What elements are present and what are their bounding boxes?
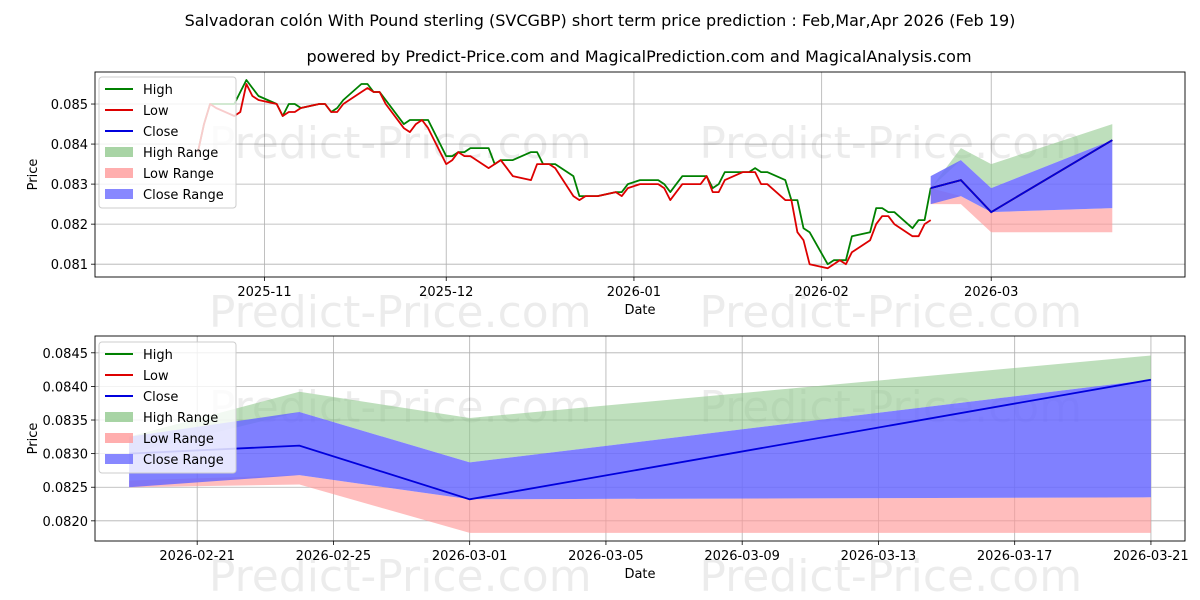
x-tick-label: 2026-03-01 <box>432 549 508 564</box>
y-axis-label: Price <box>26 423 41 455</box>
legend-close-range-label: Close Range <box>143 188 224 203</box>
plot-frame <box>94 335 1186 542</box>
legend-high-range-label: High Range <box>143 146 218 161</box>
y-tick-label: 0.0835 <box>43 414 89 429</box>
y-axis-label: Price <box>26 159 41 191</box>
watermark-text: Predict-Price.com <box>699 287 1082 338</box>
legend-close-range-swatch <box>105 454 133 464</box>
x-tick-label: 2026-02-25 <box>296 549 372 564</box>
legend-box <box>98 341 237 474</box>
x-tick-label: 2025-12 <box>419 285 473 300</box>
legend-close-label: Close <box>143 390 178 405</box>
legend-close-range-label: Close Range <box>143 453 224 468</box>
x-axis-label: Date <box>624 567 655 582</box>
y-tick-label: 0.0820 <box>43 515 89 530</box>
legend-high-range-swatch <box>105 412 133 422</box>
bottom-chart: 2026-02-21 2026-02-25 2026-03-01 2026-03-05… <box>26 335 1189 600</box>
close-range-band <box>930 140 1113 213</box>
x-tick-label: 2026-03-17 <box>977 549 1053 564</box>
x-tick-label: 2026-01 <box>607 285 661 300</box>
legend-high-range-label: High Range <box>143 411 218 426</box>
legend-low-range-swatch <box>105 433 133 443</box>
low-range-band <box>930 188 1113 233</box>
chart-title: Salvadoran colón With Pound sterling (SV… <box>185 11 1016 30</box>
y-tick-label: 0.081 <box>51 258 88 273</box>
high-range-band <box>930 124 1113 189</box>
x-tick-label: 2026-03-21 <box>1113 549 1189 564</box>
legend-high-label: High <box>143 348 173 363</box>
watermark-text: Predict-Price.com <box>209 118 592 169</box>
high-range-band <box>129 355 1151 463</box>
plot-frame <box>94 71 1186 278</box>
low-line <box>197 83 932 270</box>
y-tick-label: 0.083 <box>51 178 88 193</box>
x-tick-label: 2026-03-05 <box>568 549 644 564</box>
y-tick-label: 0.084 <box>51 138 88 153</box>
legend-low-range-swatch <box>105 168 133 178</box>
y-tick-label: 0.0845 <box>43 347 89 362</box>
legend-close-label: Close <box>143 125 178 140</box>
y-tick-label: 0.0840 <box>43 380 89 395</box>
top-chart: 2025-11 2025-12 2026-01 2026-02 2026-03 0.081… <box>26 71 1186 338</box>
legend-low-range-label: Low Range <box>143 432 214 447</box>
legend-low-label: Low <box>143 104 169 119</box>
legend-box <box>98 76 237 209</box>
y-tick-label: 0.082 <box>51 218 88 233</box>
x-axis-label: Date <box>624 303 655 318</box>
y-tick-label: 0.085 <box>51 98 88 113</box>
watermark-text: Predict-Price.com <box>699 551 1082 600</box>
watermark-text: Predict-Price.com <box>209 287 592 338</box>
legend-low-label: Low <box>143 369 169 384</box>
y-tick-label: 0.0830 <box>43 448 89 463</box>
legend-high-label: High <box>143 83 173 98</box>
legend-close-range-swatch <box>105 189 133 199</box>
forecast-close-line <box>930 139 1113 214</box>
x-tick-label: 2026-03 <box>964 285 1018 300</box>
chart-subtitle: powered by Predict-Price.com and Magical… <box>306 47 971 66</box>
high-line <box>197 79 932 266</box>
x-tick-label: 2025-11 <box>237 285 291 300</box>
close-range-band <box>129 379 1151 500</box>
watermark-text: Predict-Price.com <box>209 551 592 600</box>
y-tick-label: 0.0825 <box>43 481 89 496</box>
low-range-band <box>129 475 1151 533</box>
x-tick-label: 2026-02-21 <box>159 549 235 564</box>
x-tick-label: 2026-02 <box>795 285 849 300</box>
legend-high-range-swatch <box>105 147 133 157</box>
x-tick-label: 2026-03-09 <box>704 549 780 564</box>
legend-low-range-label: Low Range <box>143 167 214 182</box>
x-tick-label: 2026-03-13 <box>841 549 917 564</box>
